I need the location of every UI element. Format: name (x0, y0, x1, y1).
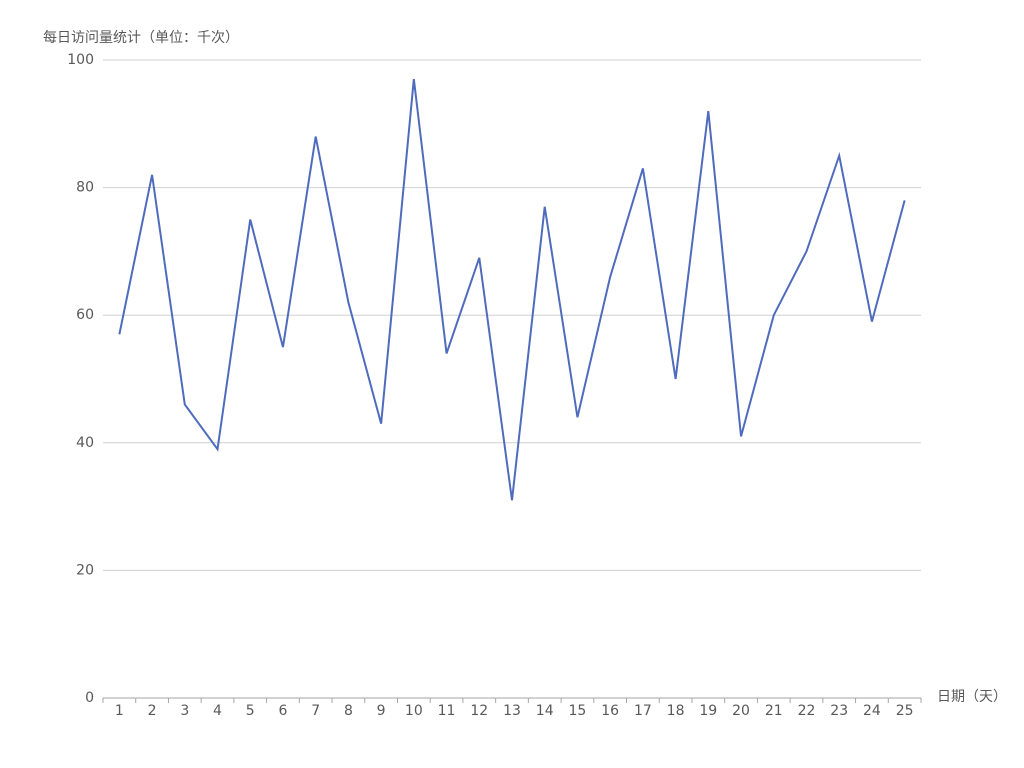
x-tick-label: 3 (180, 703, 189, 719)
y-tick-label: 60 (76, 307, 94, 323)
x-tick-label: 8 (344, 703, 353, 719)
x-tick-label: 4 (213, 703, 222, 719)
y-tick-label: 20 (76, 562, 94, 578)
x-tick-label: 12 (470, 703, 488, 719)
x-tick-label: 25 (896, 703, 914, 719)
x-tick-label: 11 (438, 703, 456, 719)
x-tick-label: 2 (148, 703, 157, 719)
x-tick-label: 23 (830, 703, 848, 719)
x-tick-label: 24 (863, 703, 881, 719)
y-tick-label: 40 (76, 435, 94, 451)
x-tick-label: 10 (405, 703, 423, 719)
y-tick-label: 80 (76, 180, 94, 196)
x-tick-label: 16 (601, 703, 619, 719)
x-tick-label: 6 (278, 703, 287, 719)
x-tick-label: 17 (634, 703, 652, 719)
y-tick-label: 100 (67, 52, 94, 68)
x-tick-label: 18 (667, 703, 685, 719)
x-tick-label: 5 (246, 703, 255, 719)
x-tick-label: 21 (765, 703, 783, 719)
x-tick-label: 20 (732, 703, 750, 719)
x-tick-label: 19 (699, 703, 717, 719)
data-line (118, 79, 906, 501)
x-tick-label: 7 (311, 703, 320, 719)
x-tick-label: 13 (503, 703, 521, 719)
chart-title: 每日访问量统计（单位：千次） (43, 30, 239, 46)
x-tick-label: 1 (115, 703, 124, 719)
x-tick-label: 14 (536, 703, 554, 719)
y-tick-label: 0 (85, 690, 94, 706)
x-tick-label: 22 (798, 703, 816, 719)
x-tick-label: 15 (569, 703, 587, 719)
x-tick-label: 9 (377, 703, 386, 719)
x-axis-label: 日期（天） (937, 689, 1007, 705)
